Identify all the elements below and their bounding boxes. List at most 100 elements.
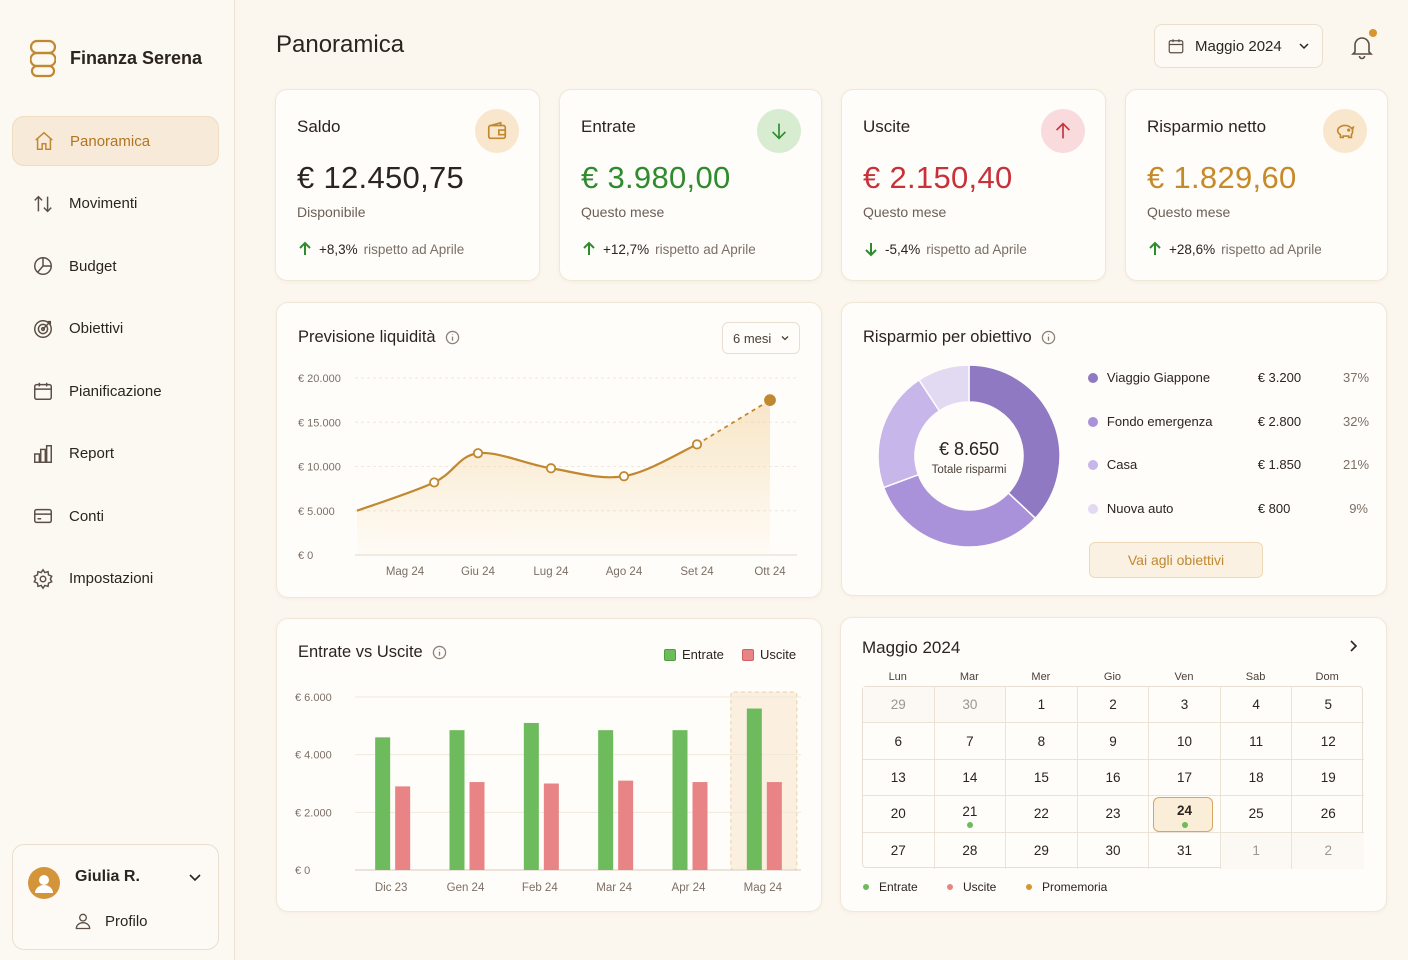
info-icon[interactable]	[1041, 330, 1056, 345]
y-tick-label: € 6.000	[295, 692, 332, 704]
goal-amount: € 800	[1257, 501, 1291, 516]
range-select[interactable]: 6 mesi	[722, 322, 800, 354]
transfer-arrows-icon	[34, 195, 52, 212]
calendar-day[interactable]: 16	[1077, 759, 1150, 797]
calendar-day[interactable]: 7	[934, 723, 1007, 760]
goals-button[interactable]: Vai agli obiettivi	[1089, 542, 1263, 578]
calendar-day[interactable]: 26	[1292, 796, 1364, 833]
info-icon[interactable]	[432, 645, 447, 660]
x-tick-label: Lug 24	[533, 566, 569, 578]
user-menu[interactable]: Giulia R. Profilo	[12, 844, 219, 950]
goal-name: Nuova auto	[1106, 501, 1174, 516]
calendar-day[interactable]: 11	[1220, 723, 1293, 760]
stat-value: € 2.150,40	[863, 160, 1013, 195]
goal-legend-row[interactable]: Fondo emergenza € 2.800 32%	[1088, 414, 1369, 429]
info-icon[interactable]	[445, 330, 460, 345]
sidebar-item-obiettivi[interactable]: Obiettivi	[12, 304, 219, 354]
calendar-day-number: 29	[1033, 843, 1049, 859]
calendar-day[interactable]: 3	[1149, 687, 1221, 724]
calendar-day[interactable]: 30	[1078, 832, 1150, 869]
month-select[interactable]: Maggio 2024	[1154, 24, 1323, 68]
weekday-label: Lun	[888, 671, 907, 683]
sidebar-item-budget[interactable]: Budget	[12, 241, 219, 291]
calendar-day[interactable]: 8	[1006, 723, 1078, 760]
calendar-day[interactable]: 14	[934, 759, 1007, 797]
calendar-day-number: 7	[966, 733, 974, 749]
legend-dot	[1088, 459, 1098, 470]
bar-uscite	[395, 786, 411, 870]
calendar-day[interactable]: 29	[863, 687, 935, 724]
bar-entrate	[375, 737, 391, 870]
calendar-day[interactable]: 23	[1077, 796, 1150, 833]
forecast-point	[764, 394, 776, 407]
stat-delta: -5,4% rispetto ad Aprile	[863, 241, 1027, 257]
calendar-day[interactable]: 31	[1149, 832, 1221, 869]
app-logo[interactable]: Finanza Serena	[30, 38, 202, 78]
month-select-value: Maggio 2024	[1195, 37, 1282, 55]
calendar-day[interactable]: 2	[1292, 832, 1364, 869]
calendar-day[interactable]: 25	[1220, 796, 1293, 833]
calendar-day[interactable]: 15	[1006, 759, 1078, 797]
sidebar-item-pianificazione[interactable]: Pianificazione	[12, 366, 219, 416]
calendar-day[interactable]: 18	[1220, 759, 1293, 797]
calendar-day[interactable]: 27	[863, 832, 935, 869]
weekday-label: Dom	[1315, 671, 1339, 683]
calendar-day[interactable]: 4	[1220, 687, 1293, 724]
calendar-day[interactable]: 22	[1006, 796, 1078, 833]
sidebar-item-label: Budget	[69, 257, 117, 275]
donut-center-value: € 8.650	[938, 439, 1000, 459]
sidebar-item-conti[interactable]: Conti	[12, 491, 219, 541]
calendar-day[interactable]: 9	[1077, 723, 1150, 760]
target-icon	[34, 319, 52, 338]
goal-legend-row[interactable]: Viaggio Giappone € 3.200 37%	[1088, 370, 1369, 385]
calendar-day[interactable]: 2	[1077, 687, 1150, 724]
goal-legend-row[interactable]: Nuova auto € 800 9%	[1088, 501, 1368, 516]
calendar-day[interactable]: 13	[863, 759, 935, 797]
chevron-down-icon[interactable]	[188, 870, 202, 884]
sidebar-item-movimenti[interactable]: Movimenti	[12, 179, 219, 229]
weekday-label: Mar	[959, 671, 979, 683]
calendar-day[interactable]: 17	[1149, 759, 1221, 797]
calendar-day[interactable]: 5	[1292, 687, 1364, 724]
stat-title: Entrate	[581, 117, 636, 136]
calendar-day[interactable]: 30	[934, 687, 1007, 724]
x-tick-label: Set 24	[680, 566, 714, 578]
stat-delta-text: rispetto ad Aprile	[655, 241, 756, 257]
x-tick-label: Ago 24	[606, 566, 643, 578]
calendar-day[interactable]: 19	[1292, 760, 1364, 797]
legend-dot	[1088, 416, 1098, 427]
y-tick-label: € 4.000	[295, 750, 332, 762]
piggy-bank-icon	[1336, 124, 1355, 139]
calendar-day[interactable]: 10	[1149, 723, 1221, 760]
stat-subtitle: Questo mese	[863, 204, 947, 220]
calendar-day-number: 19	[1320, 769, 1336, 785]
calendar-day[interactable]: 29	[1006, 832, 1078, 869]
bell-icon[interactable]	[1348, 32, 1376, 60]
legend-label: Uscite	[760, 647, 797, 662]
calendar-day-number: 4	[1252, 697, 1260, 713]
calendar-day[interactable]: 6	[863, 723, 935, 760]
sidebar-nav: Panoramica Movimenti Budget Obiettivi Pi…	[12, 116, 219, 616]
goal-legend-row[interactable]: Casa € 1.850 21%	[1088, 457, 1369, 472]
x-tick-label: Dic 23	[375, 882, 408, 894]
bar-uscite	[692, 782, 708, 870]
calendar-day[interactable]: 1	[1006, 687, 1078, 724]
calendar-event-marker	[1181, 821, 1188, 828]
bar-uscite	[766, 782, 782, 870]
sidebar-item-report[interactable]: Report	[12, 429, 219, 479]
sidebar-item-impostazioni[interactable]: Impostazioni	[12, 554, 219, 604]
chevron-right-icon[interactable]	[1346, 639, 1360, 653]
calendar-day[interactable]: 20	[863, 796, 935, 833]
calendar-day[interactable]: 28	[935, 832, 1007, 869]
calendar-day[interactable]: 1	[1220, 832, 1293, 869]
chevron-down-icon	[781, 336, 789, 341]
calendar-day[interactable]: 12	[1292, 723, 1364, 760]
goal-amount: € 2.800	[1257, 414, 1302, 429]
sidebar-item-panoramica[interactable]: Panoramica	[12, 116, 219, 166]
calendar-day-number: 30	[1105, 843, 1121, 859]
arrow-down-icon	[771, 123, 787, 140]
calendar-day[interactable]: 24	[1149, 796, 1221, 833]
calendar-day[interactable]: 21	[934, 796, 1007, 833]
bar-entrate	[449, 730, 465, 870]
profile-link[interactable]: Profilo	[73, 911, 148, 931]
